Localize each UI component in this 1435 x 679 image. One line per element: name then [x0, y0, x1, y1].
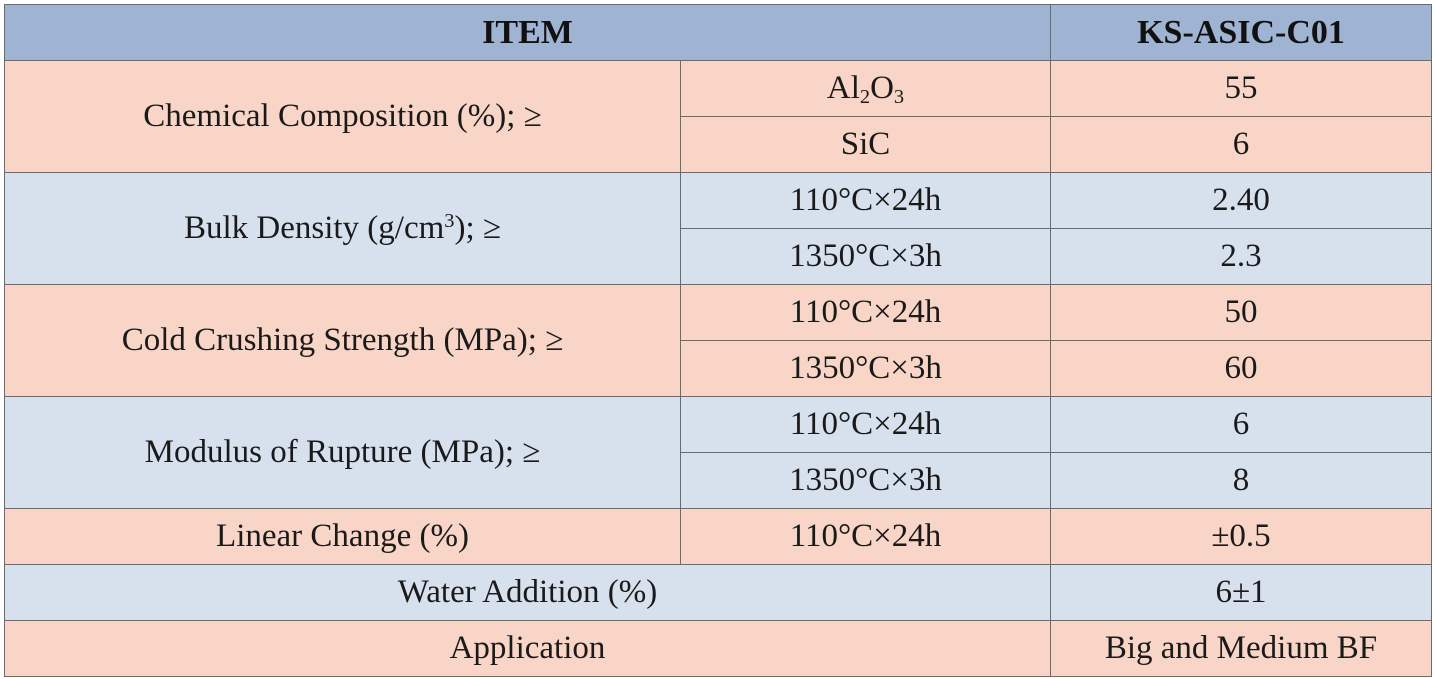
linear-change-label: Linear Change (%): [4, 508, 681, 565]
table-row: Cold Crushing Strength (MPa); ≥ 110°C×24…: [4, 284, 1432, 397]
table-row: Linear Change (%) 110°C×24h ±0.5: [4, 508, 1432, 565]
al2o3-value: 55: [1050, 60, 1432, 117]
mor-condition-110: 110°C×24h: [680, 396, 1051, 453]
mor-value-110: 6: [1050, 396, 1432, 453]
ccs-condition-1350: 1350°C×3h: [680, 340, 1051, 397]
table-row: 1350°C×3h 60: [5, 340, 1432, 397]
water-addition-label: Water Addition (%): [4, 564, 1051, 621]
ccs-value-110: 50: [1050, 284, 1432, 341]
water-addition-value: 6±1: [1050, 564, 1432, 621]
product-header: KS-ASIC-C01: [1050, 4, 1432, 61]
table-row: Application Big and Medium BF: [4, 620, 1432, 677]
sic-value: 6: [1050, 116, 1432, 173]
bulk-density-value-110: 2.40: [1050, 172, 1432, 229]
mor-condition-1350: 1350°C×3h: [680, 452, 1051, 509]
chemical-composition-label: Chemical Composition (%); ≥: [4, 60, 681, 173]
application-value: Big and Medium BF: [1050, 620, 1432, 677]
ccs-value-1350: 60: [1050, 340, 1432, 397]
bulk-density-value-1350: 2.3: [1050, 228, 1432, 285]
al2o3-condition: Al2O3: [680, 60, 1051, 117]
application-label: Application: [4, 620, 1051, 677]
ccs-condition-110: 110°C×24h: [680, 284, 1051, 341]
mor-value-1350: 8: [1050, 452, 1432, 509]
item-header: ITEM: [4, 4, 1051, 61]
table-row: Water Addition (%) 6±1: [4, 564, 1432, 621]
bulk-density-condition-1350: 1350°C×3h: [680, 228, 1051, 285]
linear-change-condition: 110°C×24h: [680, 508, 1051, 565]
table-row: 1350°C×3h 8: [5, 452, 1432, 509]
bulk-density-condition-110: 110°C×24h: [680, 172, 1051, 229]
table-row: Bulk Density (g/cm3); ≥ 110°C×24h 2.40: [4, 172, 1432, 285]
sic-condition: SiC: [680, 116, 1051, 173]
cold-crushing-strength-label: Cold Crushing Strength (MPa); ≥: [4, 284, 681, 397]
table-row: Modulus of Rupture (MPa); ≥ 110°C×24h 6: [4, 396, 1432, 509]
bulk-density-label: Bulk Density (g/cm3); ≥: [4, 172, 681, 285]
table-row: SiC 6: [5, 116, 1432, 173]
spec-table: ITEM KS-ASIC-C01 Chemical Composition (%…: [4, 4, 1432, 677]
table-row: 1350°C×3h 2.3: [5, 228, 1432, 285]
modulus-of-rupture-label: Modulus of Rupture (MPa); ≥: [4, 396, 681, 509]
linear-change-value: ±0.5: [1050, 508, 1432, 565]
table-row: Chemical Composition (%); ≥ Al2O3 55: [4, 60, 1432, 173]
table-header-row: ITEM KS-ASIC-C01: [4, 4, 1432, 61]
